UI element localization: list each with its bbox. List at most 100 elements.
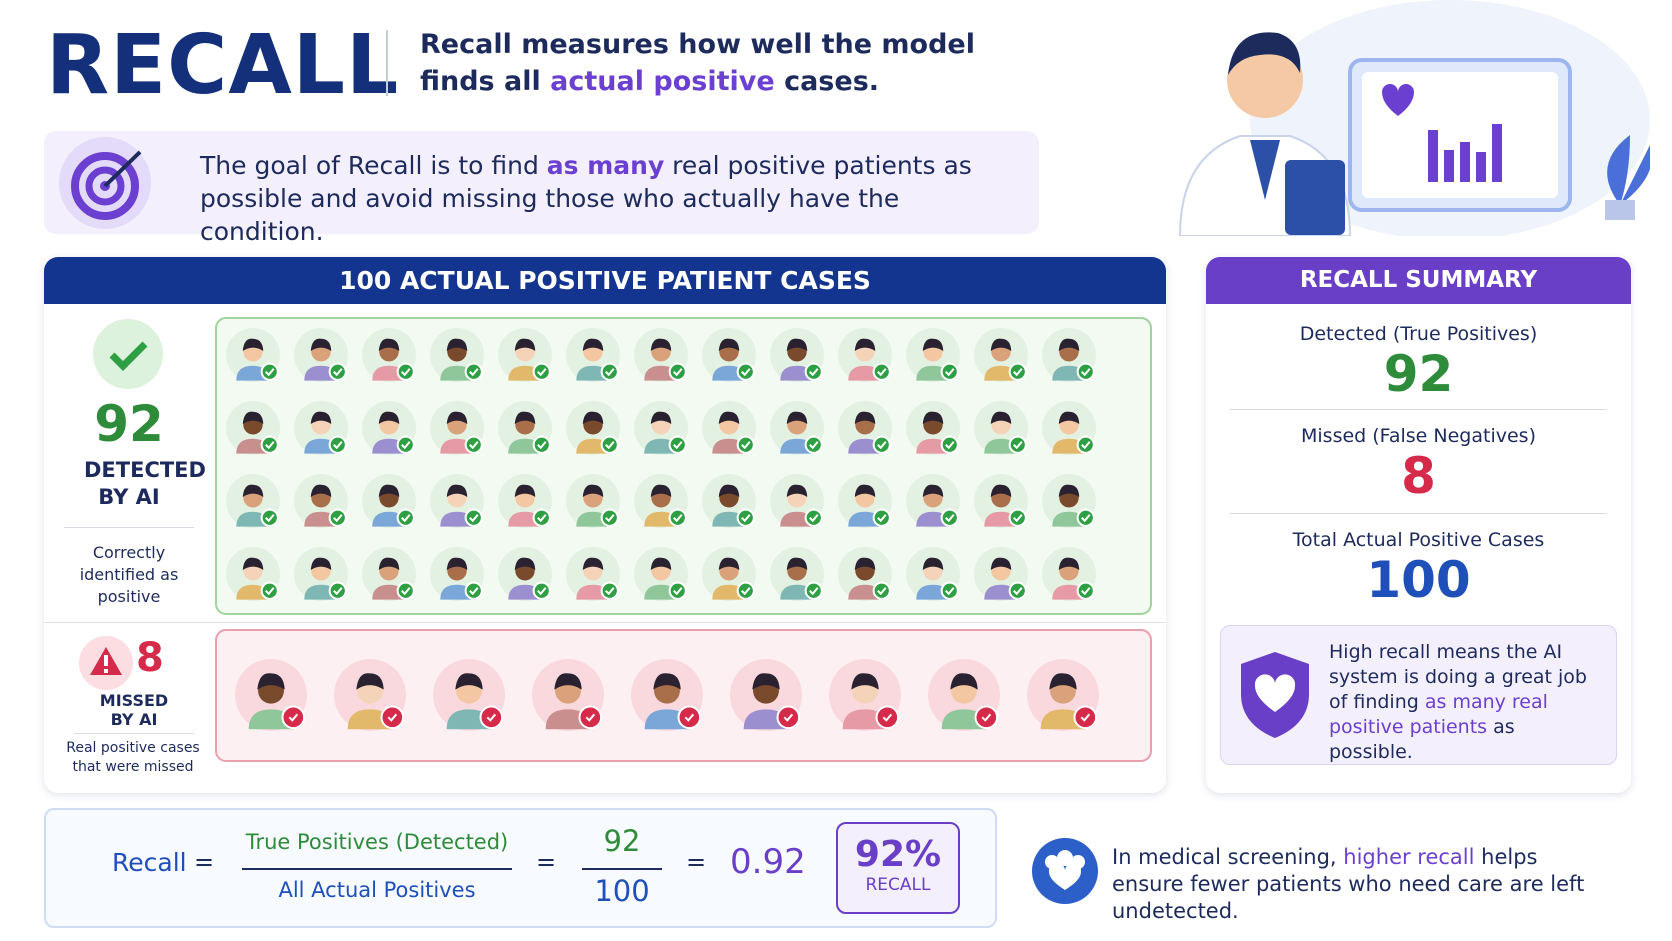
avatar bbox=[702, 401, 756, 455]
avatar bbox=[226, 474, 280, 528]
denominator-label: All Actual Positives bbox=[278, 878, 476, 902]
highlight: as many bbox=[546, 151, 665, 180]
goal-box: The goal of Recall is to find as many re… bbox=[44, 131, 1039, 246]
avatar bbox=[770, 474, 824, 528]
avatar bbox=[634, 401, 688, 455]
avatar bbox=[566, 474, 620, 528]
avatar bbox=[974, 401, 1028, 455]
formula-name: Recall bbox=[112, 848, 187, 877]
avatar bbox=[974, 547, 1028, 601]
summary-header: RECALL SUMMARY bbox=[1206, 257, 1631, 304]
avatar bbox=[1042, 328, 1096, 382]
equals: = bbox=[686, 848, 707, 876]
avatar bbox=[334, 659, 406, 731]
detected-note: Correctly identified as positive bbox=[79, 543, 179, 606]
separator bbox=[1230, 409, 1607, 410]
avatar bbox=[1042, 474, 1096, 528]
avatar bbox=[362, 474, 416, 528]
equals: = bbox=[536, 848, 557, 876]
text: helps ensure fewer patients who need car… bbox=[1112, 845, 1585, 923]
panel-header: 100 ACTUAL POSITIVE PATIENT CASES bbox=[44, 257, 1166, 304]
text: Recall measures how well the model finds… bbox=[420, 29, 975, 97]
cases-panel: 100 ACTUAL POSITIVE PATIENT CASES 92 DET… bbox=[44, 257, 1166, 793]
missed-note: Real positive cases that were missed bbox=[66, 740, 200, 775]
row-separator bbox=[44, 622, 1166, 623]
group-icon bbox=[1032, 838, 1098, 904]
avatar bbox=[566, 328, 620, 382]
avatar bbox=[730, 659, 802, 731]
text: The goal of Recall is to find bbox=[200, 151, 547, 180]
avatar bbox=[566, 401, 620, 455]
avatar bbox=[702, 474, 756, 528]
summary-value: 100 bbox=[1366, 551, 1471, 609]
avatar bbox=[362, 401, 416, 455]
description: Recall measures how well the model finds… bbox=[420, 26, 980, 100]
avatar bbox=[770, 328, 824, 382]
text: cases. bbox=[774, 66, 880, 97]
avatar bbox=[829, 659, 901, 731]
result: 0.92 bbox=[730, 842, 806, 882]
avatar bbox=[634, 474, 688, 528]
badge-label: RECALL bbox=[865, 875, 931, 895]
divider bbox=[386, 30, 388, 96]
avatar bbox=[430, 547, 484, 601]
avatar bbox=[634, 547, 688, 601]
avatar bbox=[362, 328, 416, 382]
title: RECALL bbox=[46, 18, 400, 113]
avatar bbox=[498, 474, 552, 528]
avatar bbox=[906, 328, 960, 382]
summary-label: Detected (True Positives) bbox=[1299, 323, 1538, 345]
summary-panel: RECALL SUMMARY Detected (True Positives)… bbox=[1206, 257, 1631, 793]
avatar bbox=[838, 547, 892, 601]
text: In medical screening, bbox=[1112, 845, 1344, 869]
avatar bbox=[532, 659, 604, 731]
detected-count: 92 bbox=[94, 395, 164, 453]
avatar bbox=[906, 401, 960, 455]
avatar bbox=[974, 474, 1028, 528]
avatar bbox=[226, 328, 280, 382]
avatar bbox=[430, 328, 484, 382]
avatar bbox=[1027, 659, 1099, 731]
denominator: 100 bbox=[594, 874, 650, 908]
detected-label: DETECTED BY AI bbox=[84, 458, 206, 509]
avatar bbox=[294, 401, 348, 455]
summary-note-box: High recall means the AI system is doing… bbox=[1220, 625, 1617, 765]
shield-icon bbox=[1241, 652, 1309, 738]
formula-box: Recall = True Positives (Detected) All A… bbox=[44, 808, 997, 928]
fraction-bar bbox=[582, 868, 662, 870]
text: as possible. bbox=[1329, 716, 1515, 763]
missed-grid bbox=[215, 629, 1152, 762]
avatar bbox=[770, 401, 824, 455]
missed-label: MISSED BY AI bbox=[99, 691, 169, 729]
divider bbox=[74, 733, 194, 734]
avatar bbox=[498, 547, 552, 601]
summary-label: Missed (False Negatives) bbox=[1301, 425, 1536, 447]
avatar bbox=[430, 474, 484, 528]
summary-value: 92 bbox=[1383, 345, 1454, 403]
avatar bbox=[631, 659, 703, 731]
numerator-label: True Positives (Detected) bbox=[245, 830, 509, 854]
avatar bbox=[362, 547, 416, 601]
footer-text: In medical screening, higher recall help… bbox=[1112, 844, 1612, 925]
equals: = bbox=[194, 848, 215, 876]
fraction-bar bbox=[242, 868, 512, 870]
avatar bbox=[838, 401, 892, 455]
summary-value: 8 bbox=[1401, 447, 1436, 505]
target-icon bbox=[59, 137, 151, 229]
text: real positive patients as possible and a… bbox=[200, 151, 972, 246]
badge: 92% RECALL bbox=[836, 822, 960, 914]
avatar bbox=[634, 328, 688, 382]
detected-grid bbox=[215, 317, 1152, 615]
text: High recall means the AI system is doing… bbox=[1329, 641, 1587, 713]
avatar bbox=[294, 474, 348, 528]
avatar bbox=[498, 328, 552, 382]
divider bbox=[64, 527, 194, 528]
numerator: 92 bbox=[603, 824, 641, 858]
warning-icon bbox=[79, 636, 133, 690]
avatar bbox=[226, 547, 280, 601]
illustration bbox=[1178, 0, 1650, 236]
highlight: actual positive bbox=[550, 66, 775, 97]
badge-value: 92% bbox=[854, 834, 942, 875]
goal-text: The goal of Recall is to find as many re… bbox=[200, 149, 1000, 248]
